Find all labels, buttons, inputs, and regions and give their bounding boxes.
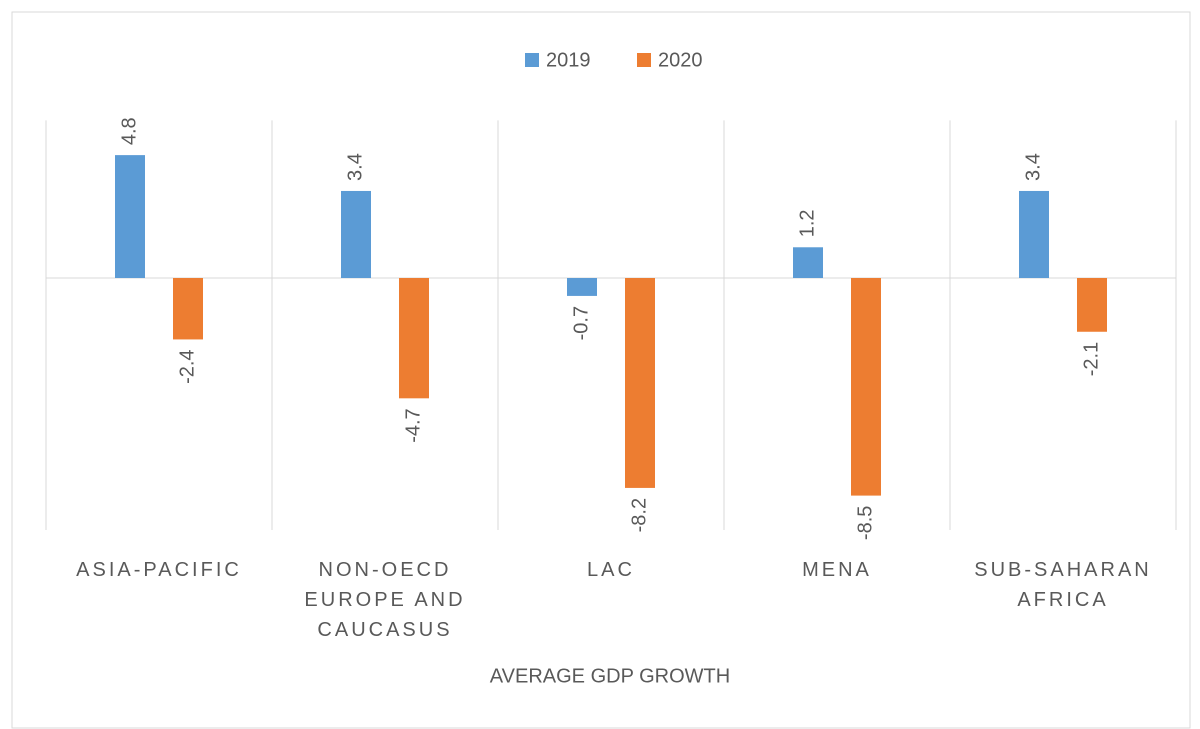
x-tick-label: NON-OECD EUROPE AND CAUCASUS bbox=[304, 559, 466, 641]
bar bbox=[173, 278, 203, 340]
data-label: 1.2 bbox=[796, 209, 818, 237]
bar bbox=[1077, 278, 1107, 332]
data-label: 3.4 bbox=[344, 153, 366, 181]
legend-swatch bbox=[637, 53, 651, 67]
chart-title: AVERAGE GDP GROWTH bbox=[490, 665, 730, 687]
data-label: -8.5 bbox=[854, 506, 876, 540]
x-tick-label: MENA bbox=[802, 559, 872, 581]
bar bbox=[1019, 190, 1049, 278]
data-label: -2.1 bbox=[1080, 342, 1102, 376]
bar bbox=[567, 278, 597, 296]
legend-label: 2020 bbox=[658, 49, 703, 71]
data-label: -8.2 bbox=[628, 498, 650, 532]
bar bbox=[399, 278, 429, 399]
data-label: 3.4 bbox=[1022, 153, 1044, 181]
bar bbox=[851, 278, 881, 496]
legend-label: 2019 bbox=[546, 49, 591, 71]
bar bbox=[793, 247, 823, 278]
data-label: -2.4 bbox=[176, 349, 198, 383]
x-tick-label: SUB-SAHARAN AFRICA bbox=[974, 559, 1152, 611]
bar bbox=[115, 155, 145, 278]
data-label: 4.8 bbox=[118, 117, 140, 145]
bar bbox=[625, 278, 655, 488]
data-label: -4.7 bbox=[402, 408, 424, 442]
data-label: -0.7 bbox=[570, 306, 592, 340]
x-tick-label: ASIA-PACIFIC bbox=[76, 559, 242, 581]
bar bbox=[341, 190, 371, 278]
x-tick-label: LAC bbox=[587, 559, 635, 581]
chart-frame bbox=[11, 11, 1191, 729]
legend-swatch bbox=[525, 53, 539, 67]
